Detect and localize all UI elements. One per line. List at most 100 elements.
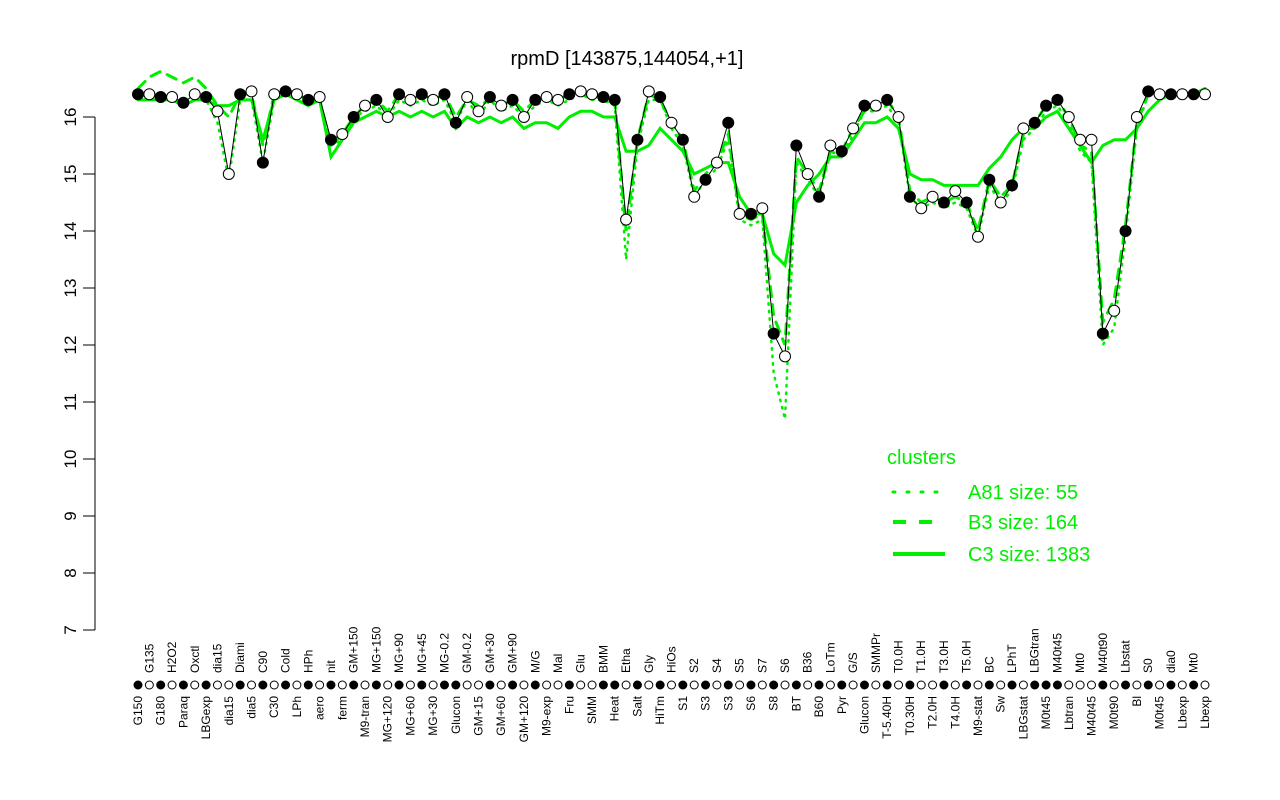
data-point (1130, 111, 1143, 123)
x-tick-label: M9-exp (540, 696, 554, 736)
x-tick-label: T0.30H (903, 696, 917, 735)
data-point (529, 93, 542, 106)
x-tick-marker (371, 680, 381, 690)
x-tick-marker (201, 680, 211, 690)
x-tick-label: Heat (608, 695, 622, 721)
data-point (1085, 133, 1098, 146)
data-point (563, 88, 576, 101)
x-tick-label: M40t45 (1084, 696, 1098, 736)
x-tick-label: GM+15 (472, 696, 486, 736)
x-tick-marker (1177, 680, 1187, 690)
data-point (903, 190, 916, 203)
x-tick-label: Lbexp (1198, 696, 1212, 729)
x-tick-label: MG-0.2 (437, 633, 451, 673)
x-tick-label: GM+90 (506, 633, 520, 673)
x-tick-marker (258, 680, 268, 690)
data-point (222, 168, 235, 180)
data-line (138, 90, 1205, 359)
x-tick-marker (984, 680, 994, 690)
x-tick-marker (167, 680, 177, 690)
x-tick-marker (383, 680, 393, 690)
x-tick-label: Diami (233, 642, 247, 673)
x-tick-marker (576, 680, 586, 690)
x-tick-label: Fru (562, 696, 576, 714)
x-tick-marker (825, 680, 835, 690)
data-point (960, 196, 973, 209)
x-tick-label: C30 (267, 696, 281, 718)
x-tick-label: G180 (154, 696, 168, 726)
x-axis-labels: G150 G135 G180 H2O2 Paraq Oxctl LBGexp dia15 dia… (131, 626, 1212, 742)
x-tick-label: Lbexp (1175, 696, 1189, 729)
x-tick-label: Glu (574, 654, 588, 673)
x-tick-marker (439, 680, 449, 690)
x-tick-label: M0t45 (1039, 696, 1053, 730)
legend-entry-c3: C3 size: 1383 (968, 544, 1090, 566)
x-tick-label: Mt0 (1073, 653, 1087, 673)
x-tick-marker (621, 680, 631, 690)
data-point (642, 85, 655, 98)
data-point (517, 111, 530, 123)
x-tick-marker (632, 680, 642, 690)
x-tick-label: Paraq (176, 696, 190, 728)
data-point (1119, 225, 1132, 237)
x-tick-marker (542, 680, 552, 690)
x-tick-marker (587, 680, 597, 690)
data-point (983, 173, 996, 186)
x-tick-marker (269, 680, 279, 690)
x-tick-marker (417, 680, 427, 690)
data-point (495, 99, 508, 112)
x-tick-marker (451, 680, 461, 690)
data-point (586, 88, 599, 101)
x-tick-label: S1 (676, 696, 690, 711)
x-tick-marker (678, 680, 688, 690)
x-tick-label: T3.0H (937, 640, 951, 673)
x-tick-label: HPh (301, 650, 315, 673)
data-points (132, 85, 1211, 363)
x-tick-label: M40t45 (1050, 633, 1064, 673)
data-point (324, 133, 337, 146)
x-tick-label: C90 (256, 651, 270, 673)
data-point (381, 111, 394, 123)
data-point (790, 139, 803, 152)
x-tick-label: Pyr (835, 696, 849, 714)
data-point (143, 88, 156, 101)
x-tick-label: dia15 (222, 696, 236, 726)
data-point (438, 88, 451, 101)
x-tick-label: GM+30 (483, 633, 497, 673)
x-tick-label: S5 (733, 658, 747, 673)
x-tick-label: Glucon (449, 696, 463, 734)
x-tick-marker (1064, 680, 1074, 690)
x-tick-marker (1132, 680, 1142, 690)
x-tick-marker (224, 680, 234, 690)
x-tick-label: LBGtran (1028, 628, 1042, 673)
x-tick-marker (735, 680, 745, 690)
data-point (256, 156, 269, 169)
data-point (234, 88, 247, 101)
y-tick-label: 7 (61, 625, 80, 634)
x-tick-label: T-5.40H (880, 696, 894, 739)
x-tick-label: T4.0H (948, 696, 962, 729)
chart-title: rpmD [143875,144054,+1] (511, 48, 744, 70)
x-tick-label: SMMPr (869, 633, 883, 673)
data-point (200, 91, 213, 104)
data-point (881, 93, 894, 106)
x-tick-label: dia5 (245, 696, 259, 719)
x-tick-label: LPh (290, 696, 304, 717)
x-tick-marker (973, 680, 983, 690)
data-point (835, 145, 848, 158)
x-tick-marker (303, 680, 313, 690)
x-tick-label: M/G (528, 650, 542, 673)
x-tick-label: aero (313, 696, 327, 720)
data-point (676, 133, 689, 146)
y-tick-label: 15 (61, 165, 80, 184)
x-tick-marker (235, 680, 245, 690)
data-point (699, 173, 712, 186)
x-tick-label: MG+90 (392, 633, 406, 673)
x-tick-label: dia15 (210, 643, 224, 673)
x-tick-marker (916, 680, 926, 690)
data-point (631, 133, 644, 146)
legend-entry-a81: A81 size: 55 (968, 482, 1078, 504)
data-point (1017, 122, 1030, 135)
data-point (756, 202, 769, 215)
x-tick-label: GM+60 (494, 696, 508, 736)
